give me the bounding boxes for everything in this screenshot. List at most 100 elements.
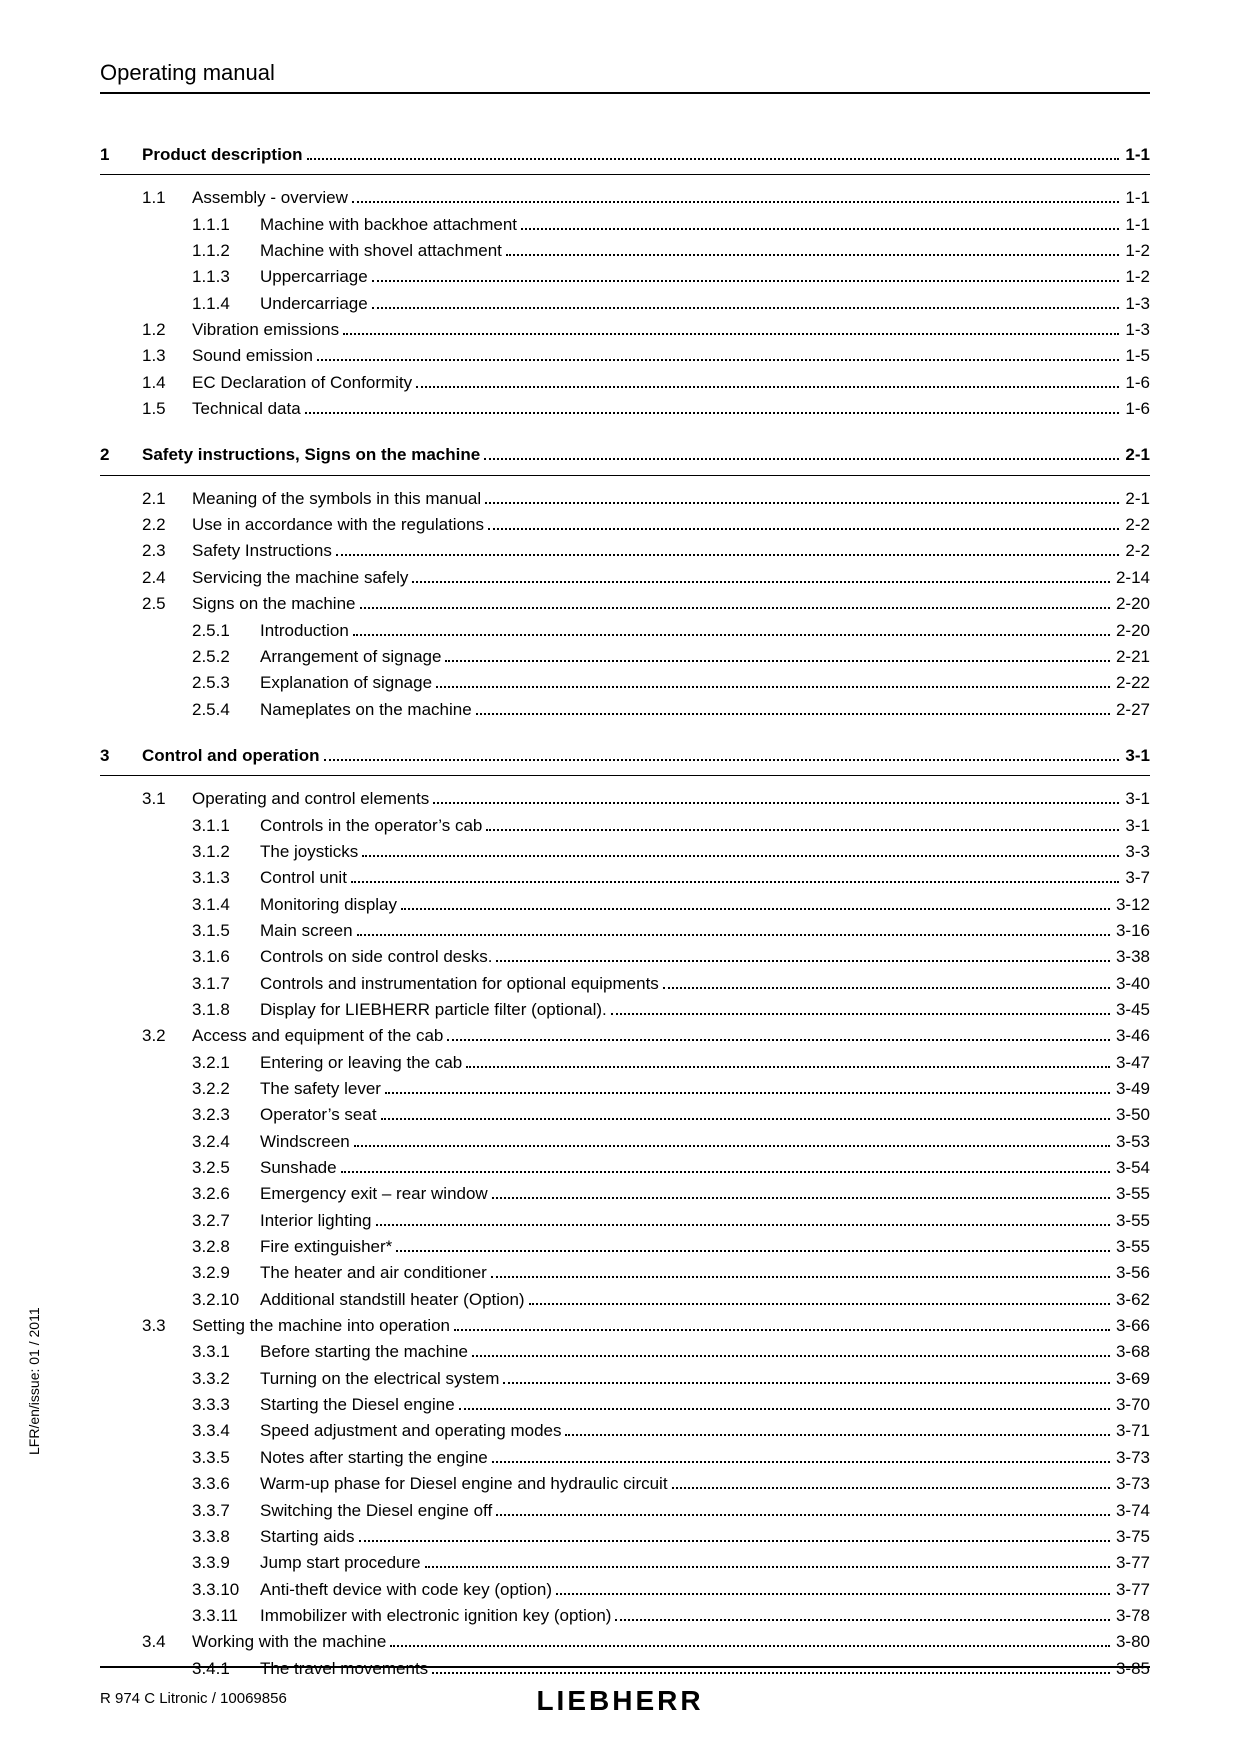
toc-section-row: 2.4Servicing the machine safely2-14	[100, 565, 1150, 591]
toc-subsection-title: Controls on side control desks.	[260, 944, 492, 970]
toc-subsection-row: 3.1.2The joysticks3-3	[100, 839, 1150, 865]
toc-leader	[396, 1235, 1110, 1252]
toc-chapter-separator	[100, 775, 1150, 776]
toc-section-number: 3.3	[142, 1313, 192, 1339]
toc-leader	[433, 787, 1119, 804]
toc-chapter-page: 2-1	[1123, 442, 1150, 468]
toc-subsection-page: 3-3	[1123, 839, 1150, 865]
footer-rule	[100, 1666, 1150, 1668]
toc-leader	[436, 671, 1110, 688]
toc-subsection-page: 3-53	[1114, 1129, 1150, 1155]
toc-section-number: 1.4	[142, 370, 192, 396]
toc-section-title: Servicing the machine safely	[192, 565, 408, 591]
toc-subsection-page: 3-47	[1114, 1050, 1150, 1076]
toc-leader	[353, 619, 1110, 636]
side-issue-text: LFR/en/issue: 01 / 2011	[26, 1307, 42, 1455]
toc-section-number: 1.3	[142, 343, 192, 369]
toc-chapter-block: 2Safety instructions, Signs on the machi…	[100, 442, 1150, 722]
toc-subsection-row: 3.2.1Entering or leaving the cab3-47	[100, 1050, 1150, 1076]
toc-subsection-number: 3.1.7	[192, 971, 260, 997]
toc-chapter-number: 2	[100, 442, 142, 468]
toc-leader	[529, 1288, 1110, 1305]
page: Operating manual 1Product description1-1…	[0, 0, 1240, 1755]
toc-subsection-page: 3-73	[1114, 1471, 1150, 1497]
toc-subsection-title: Arrangement of signage	[260, 644, 441, 670]
toc-section-row: 1.5Technical data1-6	[100, 396, 1150, 422]
toc-subsection-number: 1.1.1	[192, 212, 260, 238]
toc-section-number: 2.2	[142, 512, 192, 538]
toc-leader	[416, 371, 1119, 388]
toc-subsection-number: 3.1.6	[192, 944, 260, 970]
toc-subsection-number: 3.3.4	[192, 1418, 260, 1444]
toc-subsection-title: Controls in the operator’s cab	[260, 813, 482, 839]
toc-leader	[556, 1578, 1110, 1595]
toc-subsection-row: 3.2.4Windscreen3-53	[100, 1129, 1150, 1155]
toc-section-page: 1-3	[1123, 317, 1150, 343]
toc-subsection-page: 3-16	[1114, 918, 1150, 944]
toc-leader	[611, 998, 1110, 1015]
toc-section-row: 1.3Sound emission1-5	[100, 343, 1150, 369]
toc-subsection-row: 1.1.1Machine with backhoe attachment1-1	[100, 212, 1150, 238]
toc-subsection-page: 3-62	[1114, 1287, 1150, 1313]
toc-subsection-number: 2.5.3	[192, 670, 260, 696]
toc-section-number: 1.5	[142, 396, 192, 422]
toc-subsection-page: 3-77	[1114, 1550, 1150, 1576]
toc-subsection-number: 3.1.8	[192, 997, 260, 1023]
toc-subsection-row: 2.5.4Nameplates on the machine2-27	[100, 697, 1150, 723]
toc-section-number: 1.2	[142, 317, 192, 343]
toc-section-row: 2.5Signs on the machine2-20	[100, 591, 1150, 617]
toc-section-title: Vibration emissions	[192, 317, 339, 343]
toc-leader	[412, 566, 1110, 583]
toc-leader	[376, 1209, 1110, 1226]
toc-subsection-title: Display for LIEBHERR particle filter (op…	[260, 997, 607, 1023]
toc-subsection-number: 3.2.3	[192, 1102, 260, 1128]
toc-subsection-number: 3.2.4	[192, 1129, 260, 1155]
toc-chapter-separator	[100, 174, 1150, 175]
toc-section-number: 3.1	[142, 786, 192, 812]
toc-chapter-row: 2Safety instructions, Signs on the machi…	[100, 442, 1150, 468]
toc-subsection-number: 3.1.1	[192, 813, 260, 839]
header-title: Operating manual	[100, 60, 1150, 94]
toc-subsection-row: 3.2.10Additional standstill heater (Opti…	[100, 1287, 1150, 1313]
toc-leader	[672, 1472, 1110, 1489]
toc-leader	[459, 1393, 1110, 1410]
toc-subsection-page: 3-49	[1114, 1076, 1150, 1102]
toc-subsection-page: 3-73	[1114, 1445, 1150, 1471]
toc-leader	[506, 239, 1120, 256]
toc-leader	[466, 1051, 1110, 1068]
toc-subsection-row: 2.5.3Explanation of signage2-22	[100, 670, 1150, 696]
toc-subsection-number: 3.3.9	[192, 1550, 260, 1576]
toc-subsection-page: 3-50	[1114, 1102, 1150, 1128]
toc-leader	[354, 1130, 1110, 1147]
toc-subsection-page: 3-12	[1114, 892, 1150, 918]
toc-subsection-number: 1.1.3	[192, 264, 260, 290]
toc-subsection-number: 2.5.2	[192, 644, 260, 670]
toc-subsection-row: 3.3.9Jump start procedure3-77	[100, 1550, 1150, 1576]
toc-subsection-number: 3.3.6	[192, 1471, 260, 1497]
toc-subsection-row: 2.5.2Arrangement of signage2-21	[100, 644, 1150, 670]
toc-subsection-page: 3-38	[1114, 944, 1150, 970]
toc-section-title: Access and equipment of the cab	[192, 1023, 443, 1049]
toc-leader	[565, 1419, 1109, 1436]
toc-subsection-number: 3.3.7	[192, 1498, 260, 1524]
toc-subsection-page: 2-27	[1114, 697, 1150, 723]
toc-section-page: 3-66	[1114, 1313, 1150, 1339]
toc-section-page: 2-2	[1123, 512, 1150, 538]
toc-subsection-page: 3-75	[1114, 1524, 1150, 1550]
toc-subsection-number: 3.3.8	[192, 1524, 260, 1550]
toc-leader	[385, 1077, 1110, 1094]
toc-subsection-page: 1-2	[1123, 264, 1150, 290]
toc-subsection-number: 2.5.1	[192, 618, 260, 644]
toc-leader	[341, 1156, 1110, 1173]
toc-subsection-row: 3.2.2The safety lever3-49	[100, 1076, 1150, 1102]
toc-subsection-title: Turning on the electrical system	[260, 1366, 499, 1392]
toc-subsection-title: Explanation of signage	[260, 670, 432, 696]
toc-subsection-title: Emergency exit – rear window	[260, 1181, 488, 1207]
toc-chapter-number: 1	[100, 142, 142, 168]
toc-subsection-title: Nameplates on the machine	[260, 697, 472, 723]
toc-chapter-title: Control and operation	[142, 743, 320, 769]
toc-subsection-title: Switching the Diesel engine off	[260, 1498, 492, 1524]
toc-leader	[496, 945, 1110, 962]
toc-subsection-row: 3.1.5Main screen3-16	[100, 918, 1150, 944]
toc-section-page: 1-6	[1123, 396, 1150, 422]
